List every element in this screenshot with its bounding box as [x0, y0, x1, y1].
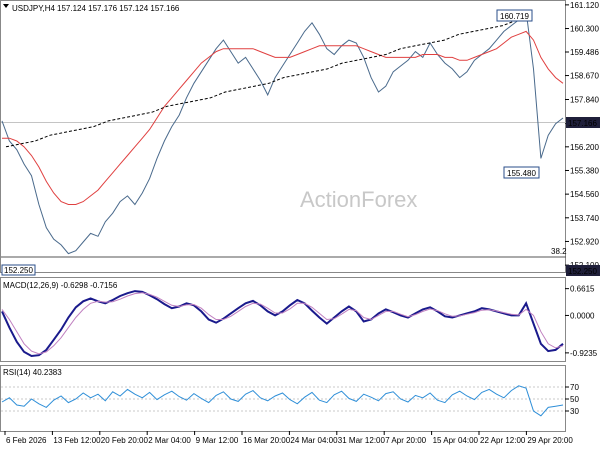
- price-tick-label-9: 153.740: [570, 214, 599, 223]
- price-panel: [0, 0, 566, 273]
- price-series: [1, 10, 564, 255]
- macd-axis: 0.6615 0.0000 -0.9235: [565, 285, 598, 358]
- annotation-high: 160.719: [496, 9, 533, 22]
- support-tag-text: 152.250: [568, 267, 597, 276]
- time-tick-label-0: 6 Feb 2026: [6, 436, 47, 445]
- price-tick-label-4: 157.840: [570, 96, 599, 105]
- price-series-0: [1, 10, 564, 255]
- time-tick-label-6: 24 Mar 04:00: [290, 436, 338, 445]
- price-tick-label-8: 154.560: [570, 190, 599, 199]
- time-tick-label-3: 2 Mar 04:00: [148, 436, 191, 445]
- time-tick-label-2: 20 Feb 20:00: [101, 436, 149, 445]
- time-tick-label-7: 31 Mar 12:00: [338, 436, 386, 445]
- price-tick-label-7: 155.380: [570, 166, 599, 175]
- price-tick-label-0: 161.120: [570, 1, 599, 10]
- ohlc-values: 157.124 157.176 157.124 157.166: [57, 4, 180, 13]
- last-price-text: 157.166: [568, 119, 597, 128]
- fib-label: 38.2: [551, 247, 567, 256]
- price-tick-label-1: 160.300: [570, 25, 599, 34]
- macd-series-1: [1, 292, 564, 355]
- annotation-low: 155.480: [503, 166, 540, 179]
- rsi-panel: [0, 365, 566, 432]
- time-tick-label-4: 9 Mar 12:00: [196, 436, 239, 445]
- annotation-high-text: 160.719: [500, 12, 529, 21]
- macd-tick-label-1: 0.0000: [570, 311, 595, 320]
- macd-tick-label-0: 0.6615: [570, 285, 595, 294]
- chart-title: USDJPY,H4: [12, 4, 56, 13]
- macd-title: MACD(12,26,9) -0.6298 -0.7156: [3, 281, 118, 290]
- annotation-low-text: 155.480: [507, 169, 536, 178]
- rsi-tick-label-2: 30: [570, 407, 579, 416]
- time-tick-label-1: 13 Feb 12:00: [53, 436, 101, 445]
- price-tick-label-2: 159.486: [570, 48, 599, 57]
- time-axis: 6 Feb 2026 13 Feb 12:00 20 Feb 20:00 2 Mar …: [4, 431, 573, 445]
- rsi-axis: 70 50 30: [1, 383, 579, 416]
- header: USDJPY,H4 157.124 157.176 157.124 157.16…: [3, 4, 180, 13]
- time-tick-label-5: 16 Mar 20:00: [243, 436, 291, 445]
- support-tag: 152.250: [566, 265, 600, 276]
- collapse-triangle-icon: [3, 4, 9, 8]
- macd-series-0: [1, 290, 564, 358]
- last-price-tag: 157.166: [566, 117, 600, 128]
- watermark: ActionForex: [300, 187, 417, 212]
- macd-series: [1, 290, 564, 358]
- price-series-2: [5, 16, 533, 148]
- rsi-tick-label-1: 50: [570, 395, 579, 404]
- price-tick-label-6: 156.200: [570, 143, 599, 152]
- price-tick-label-10: 152.920: [570, 237, 599, 246]
- price-tick-label-3: 158.670: [570, 72, 599, 81]
- time-tick-label-11: 29 Apr 20:00: [527, 436, 573, 445]
- time-tick-label-8: 7 Apr 20:00: [385, 436, 426, 445]
- rsi-tick-label-0: 70: [570, 383, 579, 392]
- annotation-support: 152.250: [1, 264, 36, 276]
- rsi-series-0: [1, 385, 564, 417]
- macd-panel: [0, 277, 566, 362]
- macd-tick-label-2: -0.9235: [570, 349, 598, 358]
- rsi-series: [1, 385, 564, 417]
- rsi-title: RSI(14) 40.2383: [3, 368, 62, 377]
- time-tick-label-9: 15 Apr 04:00: [433, 436, 479, 445]
- time-tick-label-10: 22 Apr 12:00: [480, 436, 526, 445]
- annotation-support-text: 152.250: [4, 266, 33, 275]
- price-series-1: [2, 30, 564, 205]
